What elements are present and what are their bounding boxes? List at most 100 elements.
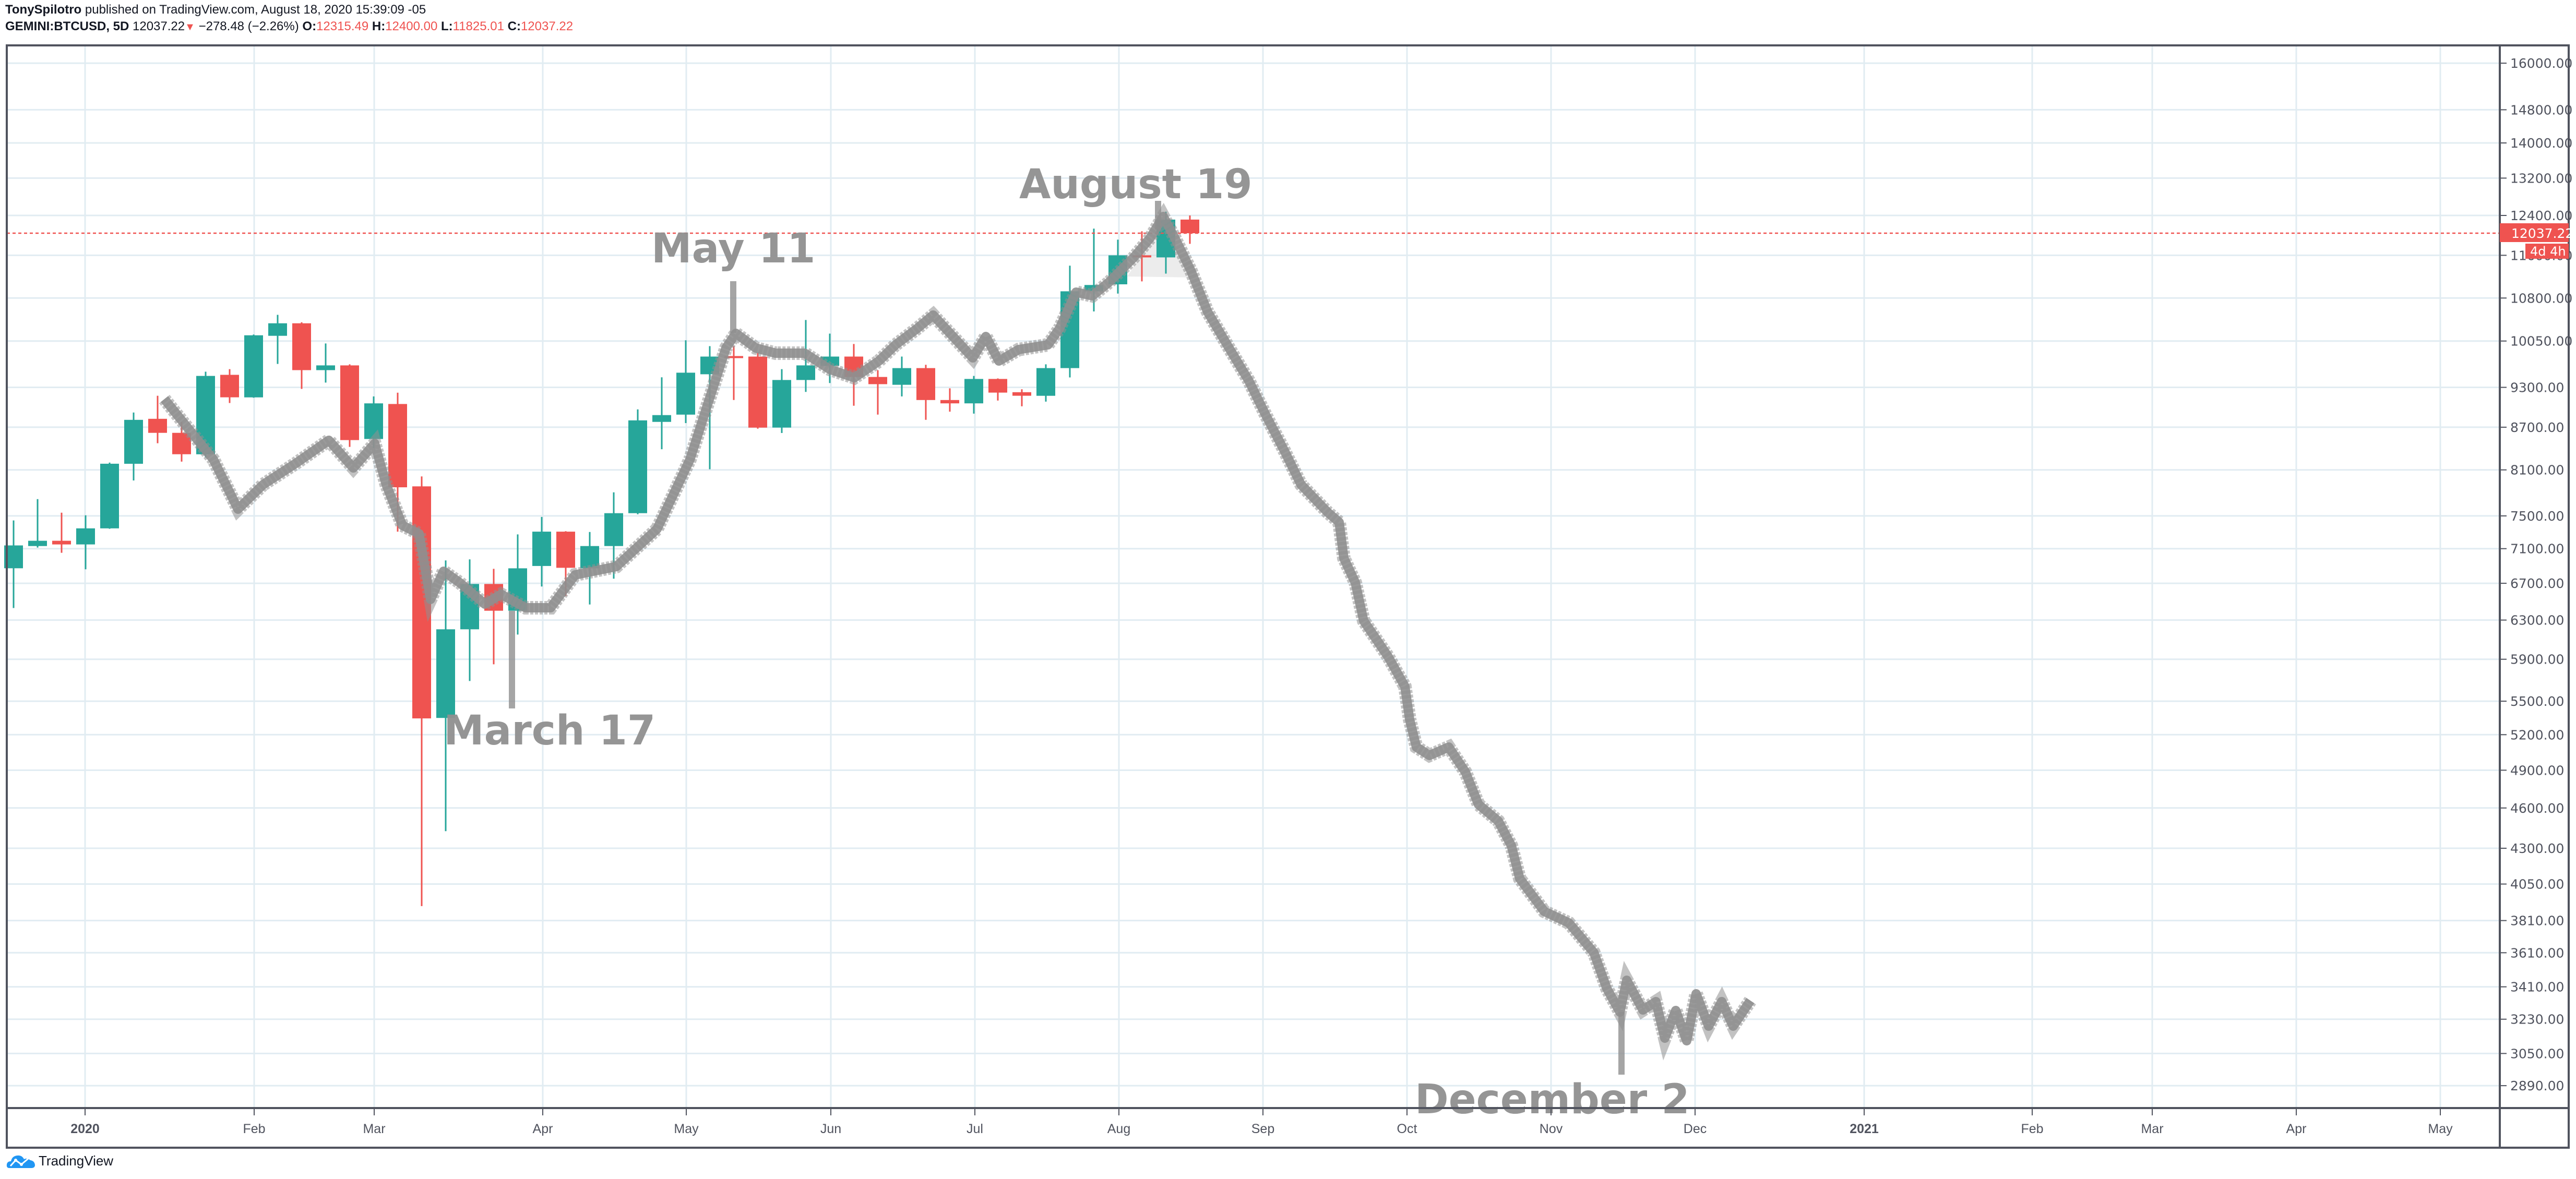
- time-tick-label: May: [674, 1122, 699, 1136]
- candle[interactable]: [988, 378, 1007, 401]
- price-tick-label: 3050.00: [2510, 1046, 2564, 1061]
- close-value: 12037.22: [520, 19, 574, 33]
- publish-text: published on TradingView.com, August 18,…: [81, 3, 426, 17]
- high-value: 12400.00: [385, 19, 438, 33]
- candle[interactable]: [748, 352, 767, 429]
- candle[interactable]: [340, 364, 359, 447]
- annotation-label: December 2: [1415, 1076, 1690, 1123]
- candle[interactable]: [868, 370, 887, 415]
- price-tick-label: 10050.00: [2510, 334, 2572, 349]
- down-triangle-icon: ▼: [185, 21, 195, 33]
- price-tick-label: 2890.00: [2510, 1078, 2564, 1093]
- time-axis[interactable]: 2020 Feb Mar Apr May Jun Jul Aug Sep Oct Nov Dec 202…: [70, 1108, 2453, 1136]
- price-tick-label: 5500.00: [2510, 694, 2564, 709]
- price-change: −278.48 (−2.26%): [198, 19, 299, 33]
- candle[interactable]: [316, 343, 335, 383]
- candle[interactable]: [1012, 389, 1031, 406]
- annotation-label: August 19: [1019, 161, 1253, 208]
- time-tick-label: Feb: [243, 1122, 265, 1136]
- date-annotations: August 19 May 11 March 17 December 2: [444, 161, 1690, 1123]
- candle[interactable]: [220, 369, 239, 403]
- price-tick-label: 5900.00: [2510, 652, 2564, 667]
- time-tick-label: May: [2428, 1122, 2453, 1136]
- price-tick-label: 6700.00: [2510, 576, 2564, 591]
- low-label: L:: [440, 19, 453, 33]
- time-tick-label: Aug: [1107, 1122, 1130, 1136]
- candle[interactable]: [148, 395, 167, 443]
- chart-grid: [7, 45, 2500, 1108]
- candle[interactable]: [244, 334, 263, 398]
- price-tick-label: 4050.00: [2510, 877, 2564, 892]
- price-tick-label: 14800.00: [2510, 102, 2572, 117]
- candle[interactable]: [892, 356, 911, 396]
- time-tick-label: 2020: [70, 1122, 100, 1136]
- candle[interactable]: [964, 376, 983, 414]
- candle[interactable]: [652, 377, 671, 450]
- candle[interactable]: [676, 340, 695, 423]
- price-tick-label: 13200.00: [2510, 171, 2572, 186]
- high-label: H:: [372, 19, 386, 33]
- price-tick-label: 14000.00: [2510, 136, 2572, 151]
- price-chart[interactable]: August 19 May 11 March 17 December 2 16000.…: [0, 0, 2576, 1153]
- price-tick-label: 3810.00: [2510, 913, 2564, 929]
- price-tick-label: 8100.00: [2510, 463, 2564, 478]
- candle[interactable]: [100, 462, 119, 529]
- footer-brand[interactable]: TradingView: [6, 1153, 113, 1169]
- time-tick-label: Dec: [1684, 1122, 1707, 1136]
- chart-frame: [6, 44, 2570, 1149]
- price-tick-label: 12400.00: [2510, 208, 2572, 223]
- candle[interactable]: [916, 365, 935, 420]
- symbol-name[interactable]: GEMINI:BTCUSD, 5D: [5, 19, 129, 33]
- low-value: 11825.01: [452, 19, 504, 33]
- price-tick-label: 16000.00: [2510, 56, 2572, 71]
- candle[interactable]: [436, 560, 455, 832]
- candle[interactable]: [268, 315, 287, 364]
- price-tick-label: 5200.00: [2510, 727, 2564, 742]
- price-tick-label: 7500.00: [2510, 509, 2564, 524]
- bar-countdown: 4d 4h: [2530, 244, 2566, 259]
- candle[interactable]: [124, 412, 143, 480]
- candle[interactable]: [292, 322, 311, 389]
- candle[interactable]: [28, 499, 47, 548]
- open-value: 12315.49: [316, 19, 369, 33]
- time-tick-label: Oct: [1397, 1122, 1417, 1136]
- tradingview-cloud-icon: [6, 1155, 35, 1168]
- publish-info: TonySpilotro published on TradingView.co…: [5, 2, 426, 18]
- candle[interactable]: [724, 346, 743, 400]
- candle[interactable]: [532, 516, 551, 587]
- candle[interactable]: [604, 492, 623, 579]
- price-axis[interactable]: 16000.00 14800.00 14000.00 13200.00 12400.00…: [2500, 56, 2572, 1093]
- price-tick-label: 3610.00: [2510, 945, 2564, 960]
- price-tick-label: 4900.00: [2510, 763, 2564, 778]
- candle[interactable]: [52, 512, 71, 553]
- price-tick-label: 4300.00: [2510, 841, 2564, 856]
- candle[interactable]: [772, 369, 791, 433]
- candle[interactable]: [460, 559, 479, 681]
- price-tick-label: 9300.00: [2510, 380, 2564, 395]
- time-tick-label: Jun: [820, 1122, 841, 1136]
- time-tick-label: 2021: [1850, 1122, 1879, 1136]
- price-tick-label: 3410.00: [2510, 980, 2564, 995]
- brand-name: TradingView: [39, 1153, 114, 1169]
- time-tick-label: Apr: [2286, 1122, 2307, 1136]
- candlestick-series[interactable]: [4, 211, 1199, 906]
- symbol-legend: GEMINI:BTCUSD, 5D 12037.22▼ −278.48 (−2.…: [5, 19, 573, 35]
- candle[interactable]: [940, 388, 959, 412]
- candle[interactable]: [76, 515, 95, 570]
- close-label: C:: [507, 19, 521, 33]
- candle[interactable]: [1180, 215, 1199, 244]
- last-price: 12037.22: [133, 19, 185, 33]
- author-name[interactable]: TonySpilotro: [5, 3, 82, 17]
- price-tick-label: 8700.00: [2510, 420, 2564, 435]
- annotation-label: March 17: [444, 707, 655, 754]
- price-tick-label: 6300.00: [2510, 613, 2564, 628]
- price-tick-label: 10800.00: [2510, 291, 2572, 306]
- price-tick-label: 7100.00: [2510, 542, 2564, 557]
- candle[interactable]: [1036, 364, 1055, 402]
- price-tick-label: 4600.00: [2510, 801, 2564, 816]
- price-badge: 12037.22 4d 4h: [2500, 223, 2573, 259]
- time-tick-label: Feb: [2021, 1122, 2043, 1136]
- candle[interactable]: [628, 409, 647, 514]
- price-badge-value: 12037.22: [2511, 226, 2573, 241]
- time-tick-label: Jul: [967, 1122, 983, 1136]
